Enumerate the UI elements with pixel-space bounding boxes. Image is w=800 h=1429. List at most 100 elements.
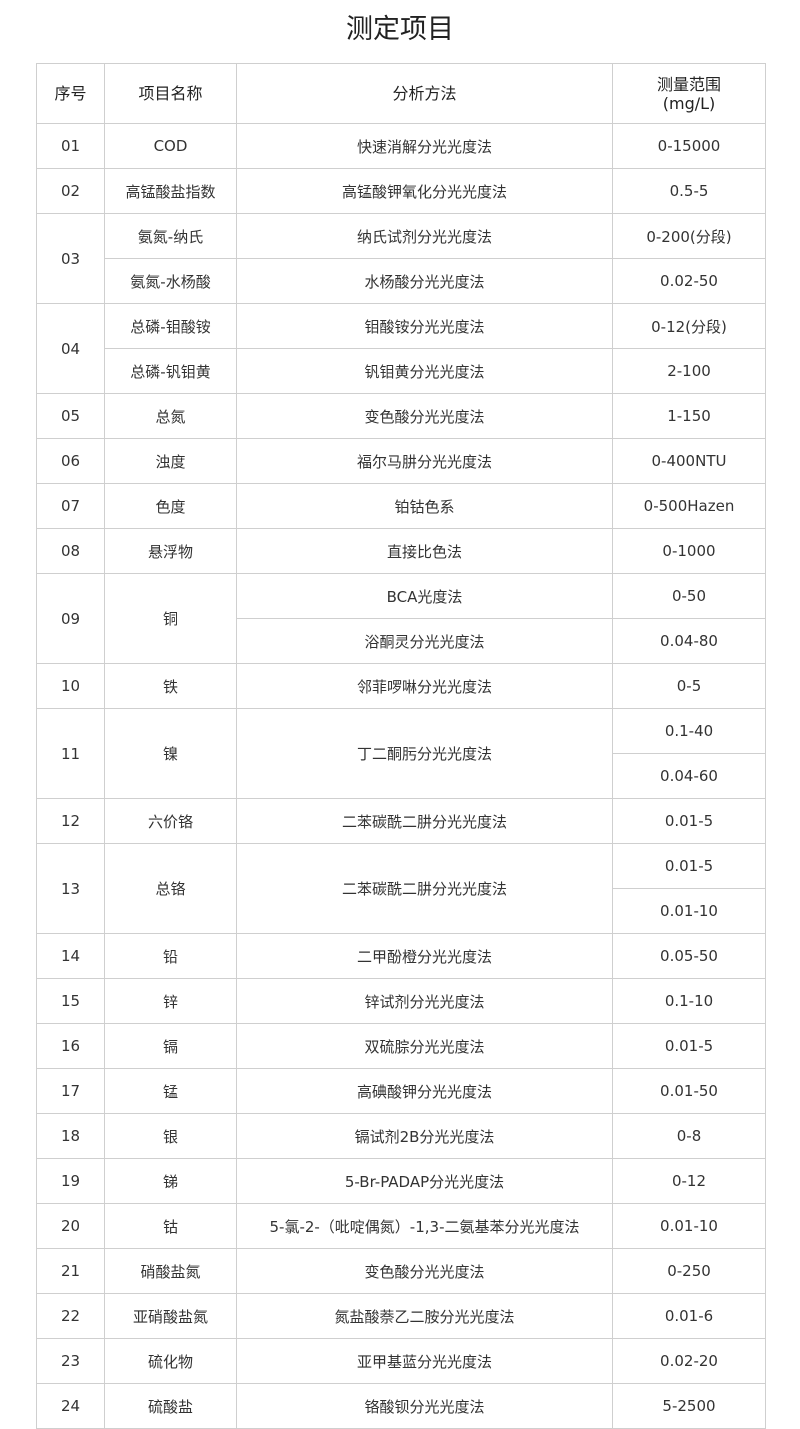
cell-method: 纳氏试剂分光光度法 xyxy=(236,213,613,259)
table-row: 氨氮-水杨酸 水杨酸分光光度法 0.02-50 xyxy=(37,258,766,304)
cell-range: 0-200(分段) xyxy=(612,213,766,259)
table-row: 23 硫化物 亚甲基蓝分光光度法 0.02-20 xyxy=(36,1338,766,1384)
cell-no: 09 xyxy=(36,573,105,664)
cell-range: 0.05-50 xyxy=(612,933,766,979)
cell-range: 0.01-5 xyxy=(612,843,766,889)
cell-method: 水杨酸分光光度法 xyxy=(236,258,613,304)
cell-range: 0.5-5 xyxy=(612,168,766,214)
cell-item-name: 银 xyxy=(104,1113,237,1159)
cell-range: 0.02-50 xyxy=(612,258,766,304)
cell-item-name: 悬浮物 xyxy=(104,528,237,574)
table-row: 22 亚硝酸盐氮 氮盐酸萘乙二胺分光光度法 0.01-6 xyxy=(36,1293,766,1339)
cell-method: 福尔马肼分光光度法 xyxy=(236,438,613,484)
cell-method: 铬酸钡分光光度法 xyxy=(236,1383,613,1429)
cell-item-name: 镍 xyxy=(104,708,237,799)
cell-item-name: 硫化物 xyxy=(104,1338,237,1384)
cell-range: 0.01-5 xyxy=(612,798,766,844)
cell-no: 21 xyxy=(36,1248,105,1294)
table-header-row: 序号 项目名称 分析方法 测量范围 (mg/L) xyxy=(36,63,766,124)
cell-method: 氮盐酸萘乙二胺分光光度法 xyxy=(236,1293,613,1339)
cell-item-name: 总磷-钒钼黄 xyxy=(104,348,237,394)
table-row: 01 COD 快速消解分光光度法 0-15000 xyxy=(36,123,766,169)
cell-method: 高锰酸钾氧化分光光度法 xyxy=(236,168,613,214)
cell-item-name: 总氮 xyxy=(104,393,237,439)
cell-range: 0.01-50 xyxy=(612,1068,766,1114)
table-row: 04 总磷-钼酸铵 钼酸铵分光光度法 0-12(分段) xyxy=(36,303,766,394)
cell-item-name: 总磷-钼酸铵 xyxy=(104,303,237,349)
table-row: 18 银镉试剂2B分光光度法 0-8 xyxy=(36,1113,766,1159)
cell-range: 0.04-80 xyxy=(612,618,766,664)
table-row: 03 氨氮-纳氏 纳氏试剂分光光度法 0-200(分段) xyxy=(36,213,766,304)
cell-range: 0.01-10 xyxy=(612,888,766,934)
cell-method: 二苯碳酰二肼分光光度法 xyxy=(236,798,613,844)
cell-method: 5-Br-PADAP分光光度法 xyxy=(236,1158,613,1204)
cell-no: 19 xyxy=(36,1158,105,1204)
table-row: 16 镉双硫腙分光光度法 0.01-5 xyxy=(36,1023,766,1069)
cell-item-name: 硝酸盐氮 xyxy=(104,1248,237,1294)
cell-no: 13 xyxy=(36,843,105,934)
cell-item-name: 总铬 xyxy=(104,843,237,934)
cell-no: 14 xyxy=(36,933,105,979)
cell-method: 邻菲啰啉分光光度法 xyxy=(236,663,613,709)
table-row: 13 总铬 二苯碳酰二肼分光光度法 0.01-5 xyxy=(36,843,766,934)
cell-item-name: 铜 xyxy=(104,573,237,664)
cell-no: 05 xyxy=(36,393,105,439)
cell-no: 22 xyxy=(36,1293,105,1339)
cell-no: 01 xyxy=(36,123,105,169)
cell-method: 浴酮灵分光光度法 xyxy=(236,618,613,664)
cell-range: 0-400NTU xyxy=(612,438,766,484)
cell-item-name: 六价铬 xyxy=(104,798,237,844)
cell-method: 直接比色法 xyxy=(236,528,613,574)
cell-no: 23 xyxy=(36,1338,105,1384)
table-row: 19 锑 5-Br-PADAP分光光度法 0-12 xyxy=(36,1158,766,1204)
cell-method: 钼酸铵分光光度法 xyxy=(236,303,613,349)
measurement-items-table: 序号 项目名称 分析方法 测量范围 (mg/L) 01 COD 快速消解分光光度法 0… xyxy=(36,63,766,1429)
cell-method: BCA光度法 xyxy=(236,573,613,619)
header-range: 测量范围 (mg/L) xyxy=(612,63,766,124)
cell-range: 0-50 xyxy=(612,573,766,619)
cell-method: 铂钴色系 xyxy=(236,483,613,529)
cell-range: 0-5 xyxy=(612,663,766,709)
header-no: 序号 xyxy=(36,63,105,124)
cell-item-name: 锌 xyxy=(104,978,237,1024)
cell-method: 变色酸分光光度法 xyxy=(236,393,613,439)
cell-range: 0-500Hazen xyxy=(612,483,766,529)
cell-item-name: 钴 xyxy=(104,1203,237,1249)
cell-no: 15 xyxy=(36,978,105,1024)
cell-method: 二苯碳酰二肼分光光度法 xyxy=(236,843,613,934)
table-row: 总磷-钒钼黄 钒钼黄分光光度法 2-100 xyxy=(37,348,766,394)
table-row: 09 铜 BCA光度法 0-50 xyxy=(36,573,766,664)
cell-no: 17 xyxy=(36,1068,105,1114)
header-item-name: 项目名称 xyxy=(104,63,237,124)
cell-range: 0.04-60 xyxy=(612,753,766,799)
cell-item-name: 氨氮-纳氏 xyxy=(104,213,237,259)
table-row: 0.01-10 xyxy=(37,888,766,934)
cell-method: 变色酸分光光度法 xyxy=(236,1248,613,1294)
cell-item-name: 镉 xyxy=(104,1023,237,1069)
cell-no: 10 xyxy=(36,663,105,709)
cell-range: 0-12(分段) xyxy=(612,303,766,349)
cell-method: 锌试剂分光光度法 xyxy=(236,978,613,1024)
cell-no: 12 xyxy=(36,798,105,844)
cell-item-name: 高锰酸盐指数 xyxy=(104,168,237,214)
cell-no: 08 xyxy=(36,528,105,574)
cell-no: 11 xyxy=(36,708,105,799)
cell-range: 1-150 xyxy=(612,393,766,439)
cell-range: 0.1-10 xyxy=(612,978,766,1024)
cell-method: 5-氯-2-（吡啶偶氮）-1,3-二氨基苯分光光度法 xyxy=(236,1203,613,1249)
cell-method: 钒钼黄分光光度法 xyxy=(236,348,613,394)
cell-range: 5-2500 xyxy=(612,1383,766,1429)
cell-no: 06 xyxy=(36,438,105,484)
cell-no: 18 xyxy=(36,1113,105,1159)
table-row: 02 高锰酸盐指数 高锰酸钾氧化分光光度法 0.5-5 xyxy=(36,168,766,214)
cell-no: 02 xyxy=(36,168,105,214)
cell-no: 20 xyxy=(36,1203,105,1249)
cell-method: 镉试剂2B分光光度法 xyxy=(236,1113,613,1159)
cell-range: 0-1000 xyxy=(612,528,766,574)
cell-method: 亚甲基蓝分光光度法 xyxy=(236,1338,613,1384)
cell-item-name: 铁 xyxy=(104,663,237,709)
cell-item-name: 锰 xyxy=(104,1068,237,1114)
cell-no: 03 xyxy=(36,213,105,304)
cell-range: 0-15000 xyxy=(612,123,766,169)
table-row: 24 硫酸盐 铬酸钡分光光度法 5-2500 xyxy=(36,1383,766,1429)
